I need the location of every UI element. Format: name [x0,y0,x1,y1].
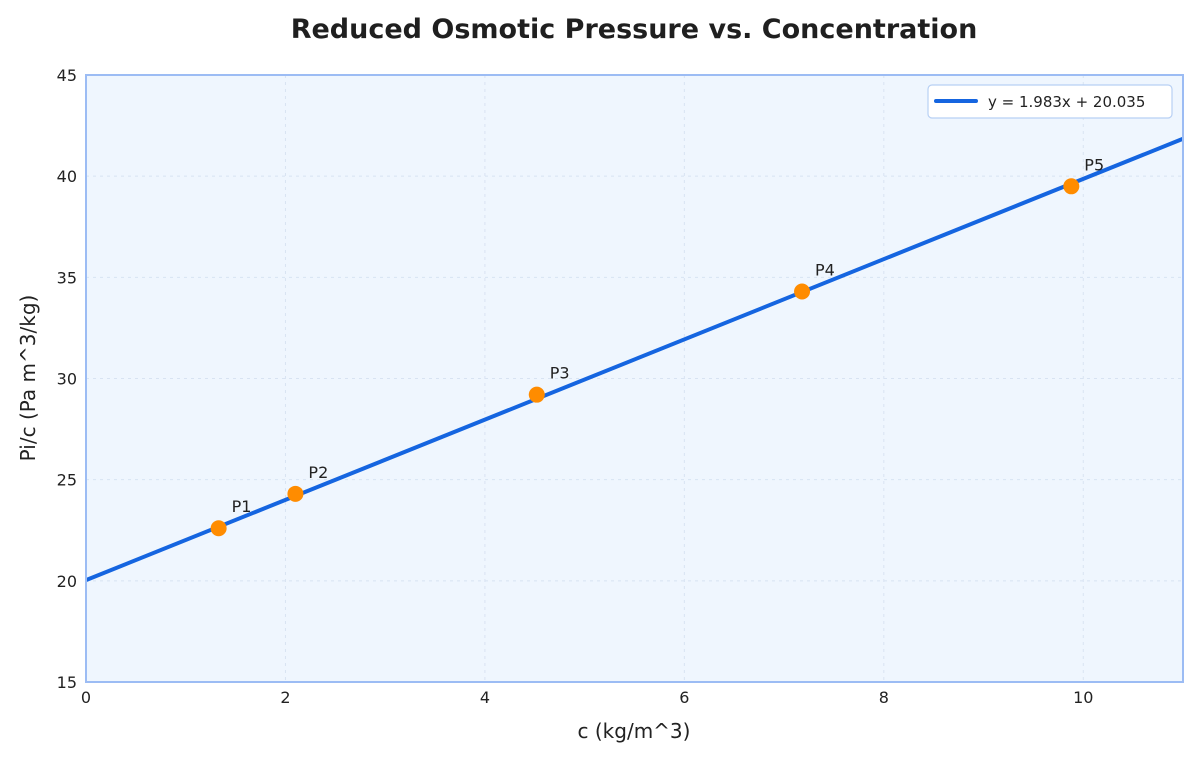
data-point [210,520,227,537]
point-label: P1 [232,497,252,516]
legend-box [927,84,1173,119]
x-tick-label: 10 [1073,688,1093,707]
axes-border [85,74,1184,683]
chart-title: Reduced Osmotic Pressure vs. Concentrati… [291,14,978,45]
y-tick-label: 25 [57,471,77,490]
x-tick-label: 2 [280,688,290,707]
y-tick-label: 35 [57,268,77,287]
x-tick-label: 6 [679,688,689,707]
y-tick-labels: 15 20 25 30 35 40 45 [57,66,77,692]
x-tick-labels: 0 2 4 6 8 10 [81,688,1094,707]
x-tick-label: 4 [480,688,490,707]
data-point [528,386,545,403]
y-tick-label: 40 [57,167,77,186]
x-tick-label: 0 [81,688,91,707]
data-point [794,283,811,300]
fit-line [85,136,1184,582]
data-points: P1 P2 P3 P4 P5 [210,155,1104,537]
point-label: P5 [1084,155,1104,174]
y-tick-label: 30 [57,370,77,389]
point-label: P2 [308,463,328,482]
x-tick-label: 8 [879,688,889,707]
y-tick-label: 20 [57,572,77,591]
point-label: P3 [550,364,570,383]
y-axis-label: Pi/c (Pa m^3/kg) [16,295,40,462]
y-tick-label: 45 [57,66,77,85]
legend-label: y = 1.983x + 20.035 [988,93,1145,111]
x-axis-label: c (kg/m^3) [578,719,691,743]
data-point [287,485,304,502]
y-tick-label: 15 [57,673,77,692]
fit-line-group [85,136,1184,582]
point-label: P4 [815,260,835,279]
data-point [1063,178,1080,195]
legend: y = 1.983x + 20.035 [927,84,1173,119]
